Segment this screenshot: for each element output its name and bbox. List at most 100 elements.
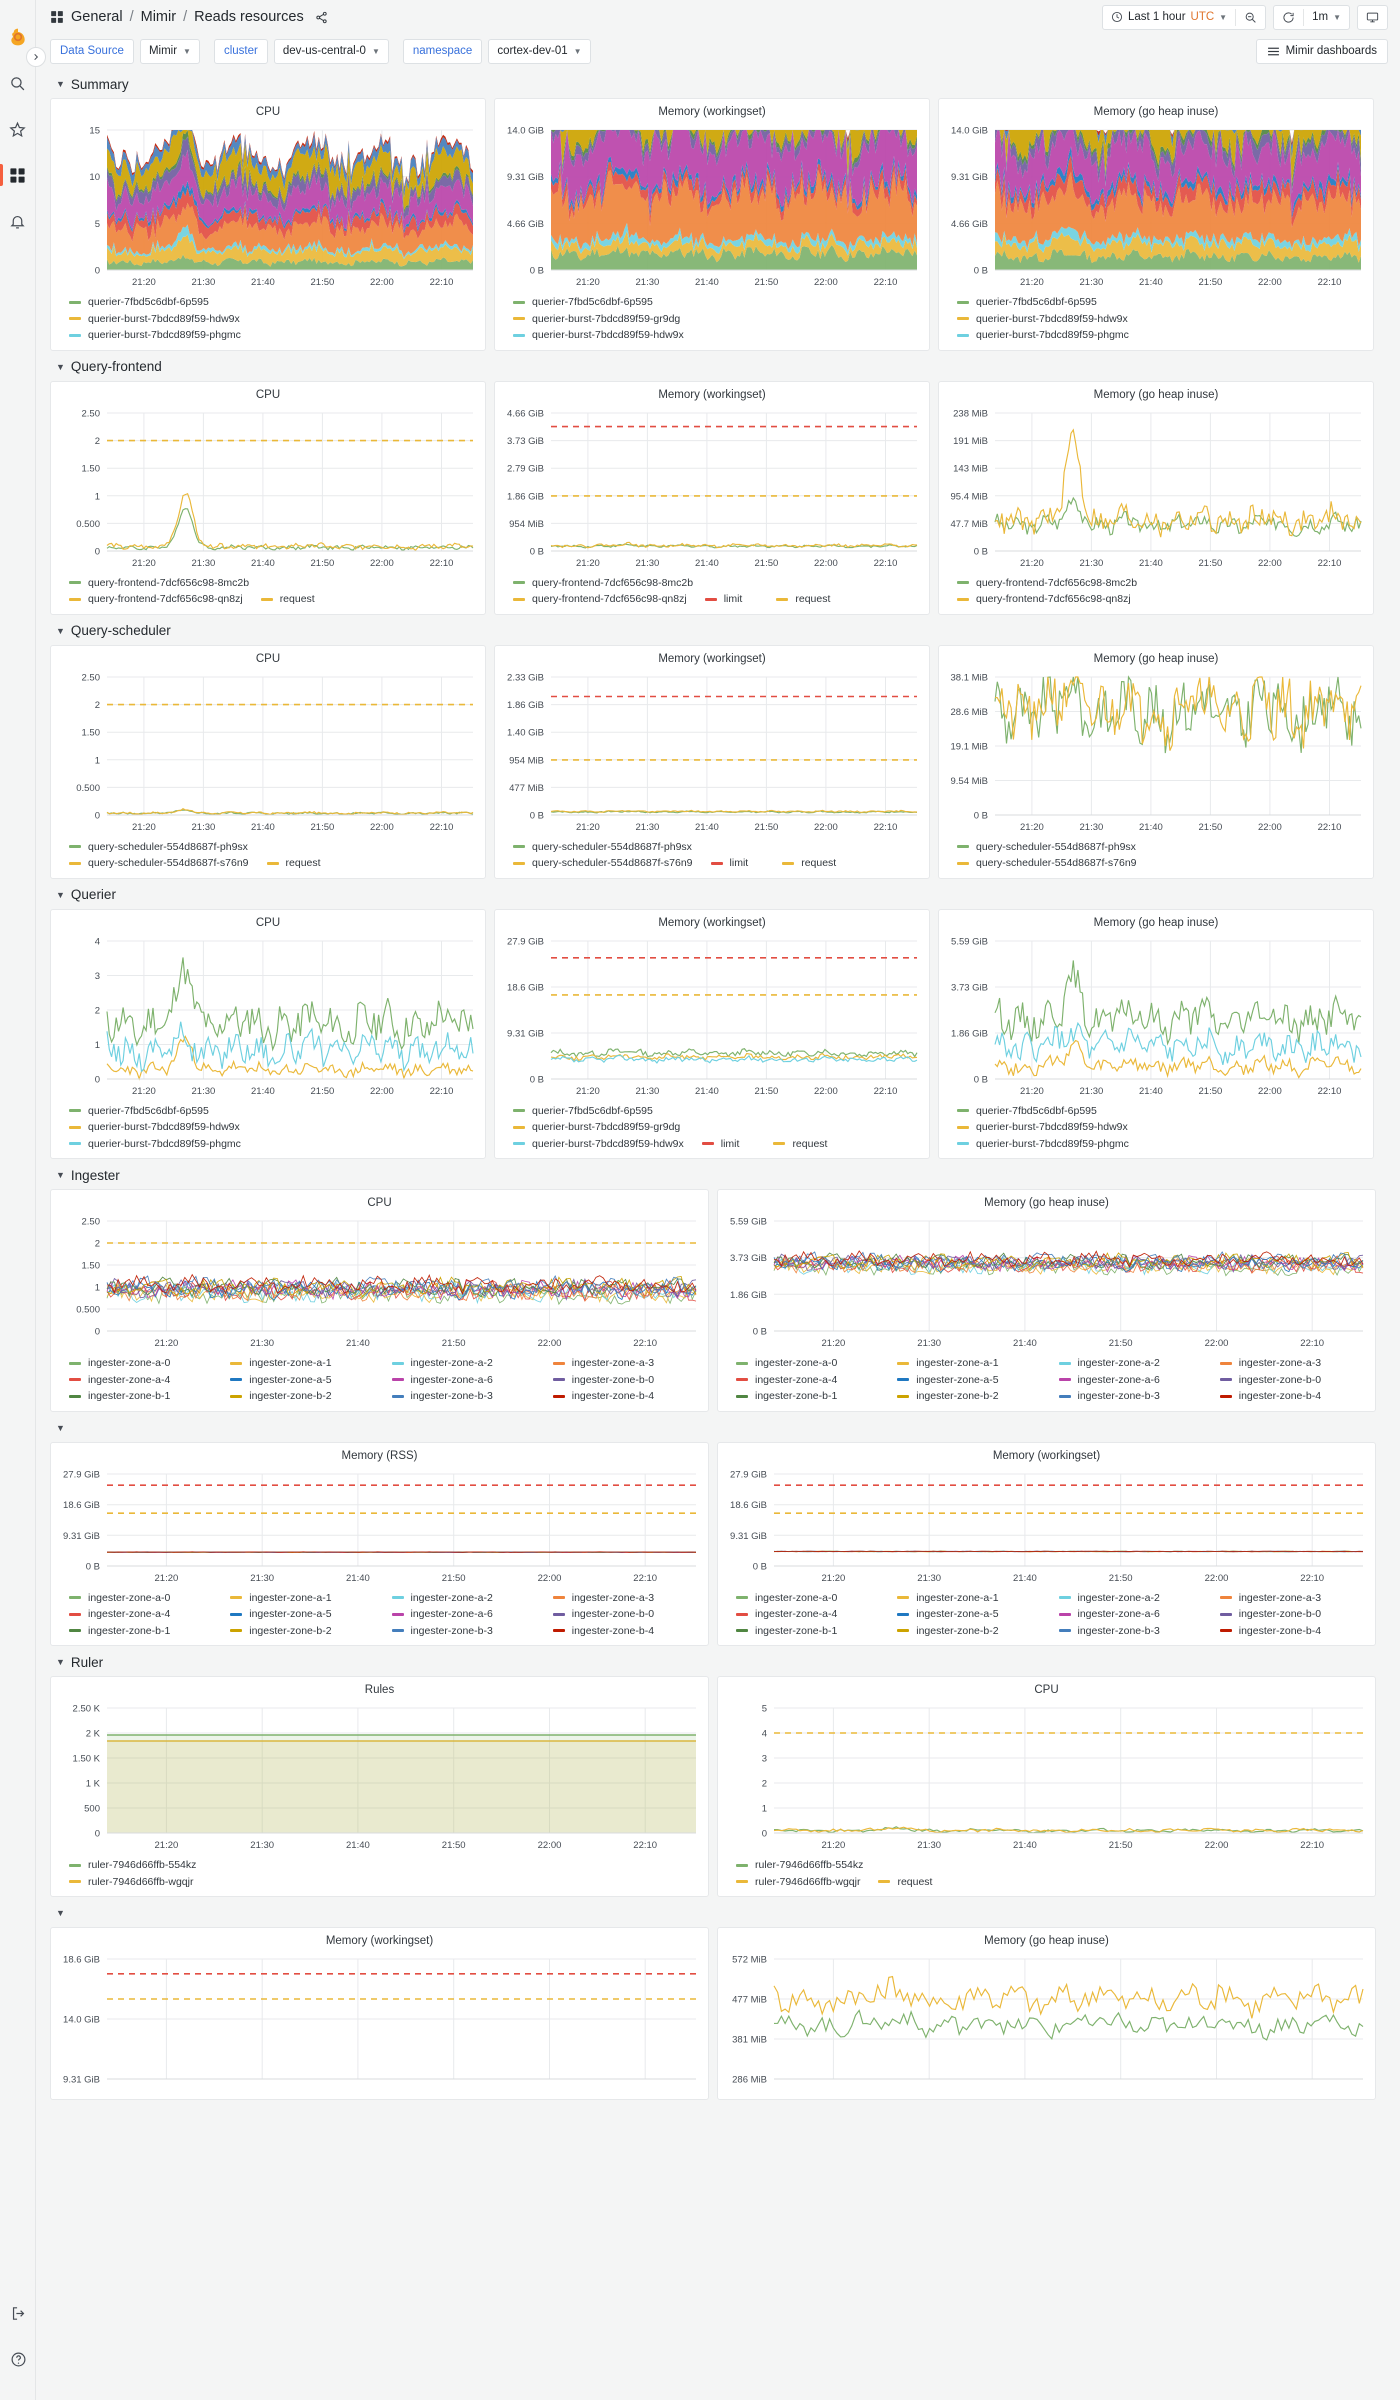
breadcrumb-folder[interactable]: General: [71, 9, 123, 25]
sidebar-expand-button[interactable]: [26, 47, 46, 67]
legend-item[interactable]: ingester-zone-a-0: [69, 1355, 224, 1372]
legend-item[interactable]: querier-burst-7bdcd89f59-hdw9x: [513, 1136, 684, 1153]
legend-item[interactable]: limit: [710, 855, 748, 872]
legend-item[interactable]: request: [878, 1874, 932, 1891]
legend-item[interactable]: ingester-zone-a-1: [230, 1355, 385, 1372]
row-header-untitled-5[interactable]: ▼: [56, 1417, 1388, 1439]
legend-item[interactable]: querier-burst-7bdcd89f59-hdw9x: [957, 1119, 1128, 1136]
legend-item[interactable]: querier-burst-7bdcd89f59-hdw9x: [69, 311, 240, 328]
time-controls[interactable]: Last 1 hour UTC ▼: [1101, 4, 1267, 30]
signout-icon[interactable]: [0, 2290, 36, 2336]
legend-item[interactable]: ingester-zone-b-0: [552, 1372, 708, 1389]
legend-item[interactable]: ingester-zone-a-0: [69, 1590, 224, 1607]
legend-item[interactable]: querier-7fbd5c6dbf-6p595: [69, 1103, 209, 1120]
plot[interactable]: 0 B 9.31 GiB 18.6 GiB 27.9 GiB 21:20 21:30 21:…: [495, 931, 929, 1099]
legend-item[interactable]: ingester-zone-a-5: [897, 1372, 1052, 1389]
legend-item[interactable]: ingester-zone-a-4: [69, 1372, 224, 1389]
plot[interactable]: 0 500 1 K 1.50 K 2 K 2.50 K 21:20 21:30 21:40 21:…: [51, 1698, 708, 1853]
search-icon[interactable]: [0, 60, 36, 106]
legend-item[interactable]: querier-burst-7bdcd89f59-gr9dg: [513, 311, 680, 328]
row-header-query-scheduler[interactable]: ▼ Query-scheduler: [56, 620, 1388, 642]
legend-item[interactable]: ingester-zone-a-4: [736, 1606, 891, 1623]
row-header-ingester[interactable]: ▼ Ingester: [56, 1164, 1388, 1186]
legend-item[interactable]: querier-burst-7bdcd89f59-hdw9x: [513, 327, 684, 344]
panel-cpu[interactable]: CPU 0 1 2 3 4 5 21:20 21:30 21:40 21:50 22:00 22:10 r…: [717, 1676, 1376, 1897]
panel-memory-rss[interactable]: Memory (RSS) 0 B 9.31 GiB 18.6 GiB 27.9 GiB 2…: [50, 1441, 709, 1646]
legend-item[interactable]: ingester-zone-a-3: [1219, 1590, 1375, 1607]
legend-item[interactable]: querier-7fbd5c6dbf-6p595: [513, 1103, 653, 1120]
plot[interactable]: 0 1 2 3 4 5 21:20 21:30 21:40 21:50 22:00 22:10: [718, 1698, 1375, 1853]
legend-item[interactable]: query-frontend-7dcf656c98-8mc2b: [69, 575, 249, 592]
starred-icon[interactable]: [0, 106, 36, 152]
refresh-interval-picker[interactable]: 1m ▼: [1304, 6, 1349, 29]
legend-item[interactable]: ingester-zone-a-3: [552, 1355, 708, 1372]
legend-item[interactable]: query-frontend-7dcf656c98-qn8zj: [69, 591, 243, 608]
panel-memory-go-heap-inuse[interactable]: Memory (go heap inuse) 0 B 4.66 GiB 9.31 Gi…: [938, 98, 1374, 351]
legend-item[interactable]: ingester-zone-b-4: [552, 1388, 708, 1405]
side-navigation[interactable]: [0, 0, 36, 2400]
legend-item[interactable]: ingester-zone-a-1: [897, 1355, 1052, 1372]
legend-item[interactable]: ingester-zone-a-1: [897, 1590, 1052, 1607]
legend-item[interactable]: ingester-zone-b-3: [391, 1623, 547, 1640]
legend-item[interactable]: ingester-zone-a-1: [230, 1590, 385, 1607]
row-header-querier[interactable]: ▼ Querier: [56, 884, 1388, 906]
legend-item[interactable]: ingester-zone-b-2: [230, 1388, 385, 1405]
legend-item[interactable]: ingester-zone-b-0: [1219, 1372, 1375, 1389]
legend-item[interactable]: ruler-7946d66ffb-554kz: [736, 1857, 863, 1874]
legend-item[interactable]: querier-7fbd5c6dbf-6p595: [69, 294, 209, 311]
plot[interactable]: 286 MiB 381 MiB 477 MiB 572 MiB: [718, 1949, 1375, 2099]
legend-item[interactable]: ruler-7946d66ffb-wgqjr: [69, 1874, 193, 1891]
legend-item[interactable]: ingester-zone-b-3: [1058, 1388, 1214, 1405]
legend-item[interactable]: ingester-zone-b-1: [736, 1623, 891, 1640]
alerting-icon[interactable]: [0, 198, 36, 244]
variable-cluster[interactable]: cluster dev-us-central-0 ▼: [213, 38, 389, 64]
legend-item[interactable]: ingester-zone-b-1: [69, 1623, 224, 1640]
legend-item[interactable]: query-scheduler-554d8687f-s76n9: [69, 855, 249, 872]
panel-memory-workingset[interactable]: Memory (workingset) 0 B 4.66 GiB 9.31 GiB 14…: [494, 98, 930, 351]
legend-item[interactable]: ingester-zone-b-2: [897, 1623, 1052, 1640]
plot[interactable]: 0 B 954 MiB 1.86 GiB 2.79 GiB 3.73 GiB 4.66 G…: [495, 403, 929, 571]
time-range-picker[interactable]: Last 1 hour UTC ▼: [1103, 6, 1235, 29]
legend-item[interactable]: ingester-zone-a-6: [391, 1606, 547, 1623]
panel-memory-go-heap-inuse[interactable]: Memory (go heap inuse) 0 B 1.86 GiB 3.73 Gi…: [938, 908, 1374, 1159]
legend-item[interactable]: ingester-zone-b-1: [736, 1388, 891, 1405]
dashboard-links-button[interactable]: Mimir dashboards: [1255, 38, 1388, 64]
panel-memory-workingset[interactable]: Memory (workingset) 0 B 477 MiB 954 MiB 1.40…: [494, 644, 930, 879]
panel-cpu[interactable]: CPU 0 1 2 3 4 21:20 21:30 21:40 21:50 22:00 22:10 qu…: [50, 908, 486, 1159]
legend-item[interactable]: querier-burst-7bdcd89f59-phgmc: [957, 1136, 1129, 1153]
plot[interactable]: 0 0.500 1 1.50 2 2.50 21:20 21:30 21:40 21:50 22:0…: [51, 667, 485, 835]
refresh-controls[interactable]: 1m ▼: [1273, 4, 1350, 30]
legend-item[interactable]: ingester-zone-a-2: [391, 1355, 547, 1372]
panel-cpu[interactable]: CPU 0 0.500 1 1.50 2 2.50 21:20 21:30 21:40 21:50 2…: [50, 1189, 709, 1412]
panel-memory-go-heap-inuse[interactable]: Memory (go heap inuse) 0 B 9.54 MiB 19.1 Mi…: [938, 644, 1374, 879]
legend-item[interactable]: querier-7fbd5c6dbf-6p595: [957, 294, 1097, 311]
legend-item[interactable]: request: [773, 1136, 827, 1153]
panel-memory-workingset[interactable]: Memory (workingset) 0 B 9.31 GiB 18.6 GiB 27…: [717, 1441, 1376, 1646]
legend-item[interactable]: ingester-zone-a-0: [736, 1355, 891, 1372]
plot[interactable]: 0 B 9.31 GiB 18.6 GiB 27.9 GiB 21:20 21:30 21:…: [51, 1464, 708, 1586]
variable-value-cluster[interactable]: dev-us-central-0 ▼: [273, 38, 389, 64]
legend-item[interactable]: request: [782, 855, 836, 872]
plot[interactable]: 0 0.500 1 1.50 2 2.50 21:20 21:30 21:40 21:50 22:0…: [51, 1211, 708, 1351]
legend-item[interactable]: ingester-zone-b-3: [1058, 1623, 1214, 1640]
legend-item[interactable]: limit: [701, 1136, 739, 1153]
panel-memory-go-heap-inuse[interactable]: Memory (go heap inuse) 286 MiB 381 MiB 477 …: [717, 1927, 1376, 2100]
row-header-summary[interactable]: ▼ Summary: [56, 73, 1388, 95]
panel-cpu[interactable]: CPU 0 0.500 1 1.50 2 2.50 21:20 21:30 21:40 21:50 2…: [50, 644, 486, 879]
legend-item[interactable]: ingester-zone-a-3: [1219, 1355, 1375, 1372]
legend-item[interactable]: request: [260, 591, 315, 608]
zoom-out-button[interactable]: [1236, 6, 1265, 29]
legend-item[interactable]: ingester-zone-b-1: [69, 1388, 224, 1405]
legend-item[interactable]: ingester-zone-b-4: [1219, 1623, 1375, 1640]
grafana-logo-icon[interactable]: [0, 14, 36, 60]
legend-item[interactable]: ingester-zone-a-5: [230, 1606, 385, 1623]
legend-item[interactable]: ingester-zone-b-2: [230, 1623, 385, 1640]
breadcrumb-subfolder[interactable]: Mimir: [140, 9, 177, 25]
legend-item[interactable]: ingester-zone-a-6: [391, 1372, 547, 1389]
variable-namespace[interactable]: namespace cortex-dev-01 ▼: [402, 38, 591, 64]
legend-item[interactable]: querier-burst-7bdcd89f59-hdw9x: [957, 311, 1128, 328]
legend-item[interactable]: query-scheduler-554d8687f-ph9sx: [69, 839, 248, 856]
tv-mode-group[interactable]: [1357, 4, 1388, 30]
plot[interactable]: 0 B 1.86 GiB 3.73 GiB 5.59 GiB 21:20 21:30 21:…: [718, 1211, 1375, 1351]
variable-value-datasource[interactable]: Mimir ▼: [139, 38, 200, 64]
